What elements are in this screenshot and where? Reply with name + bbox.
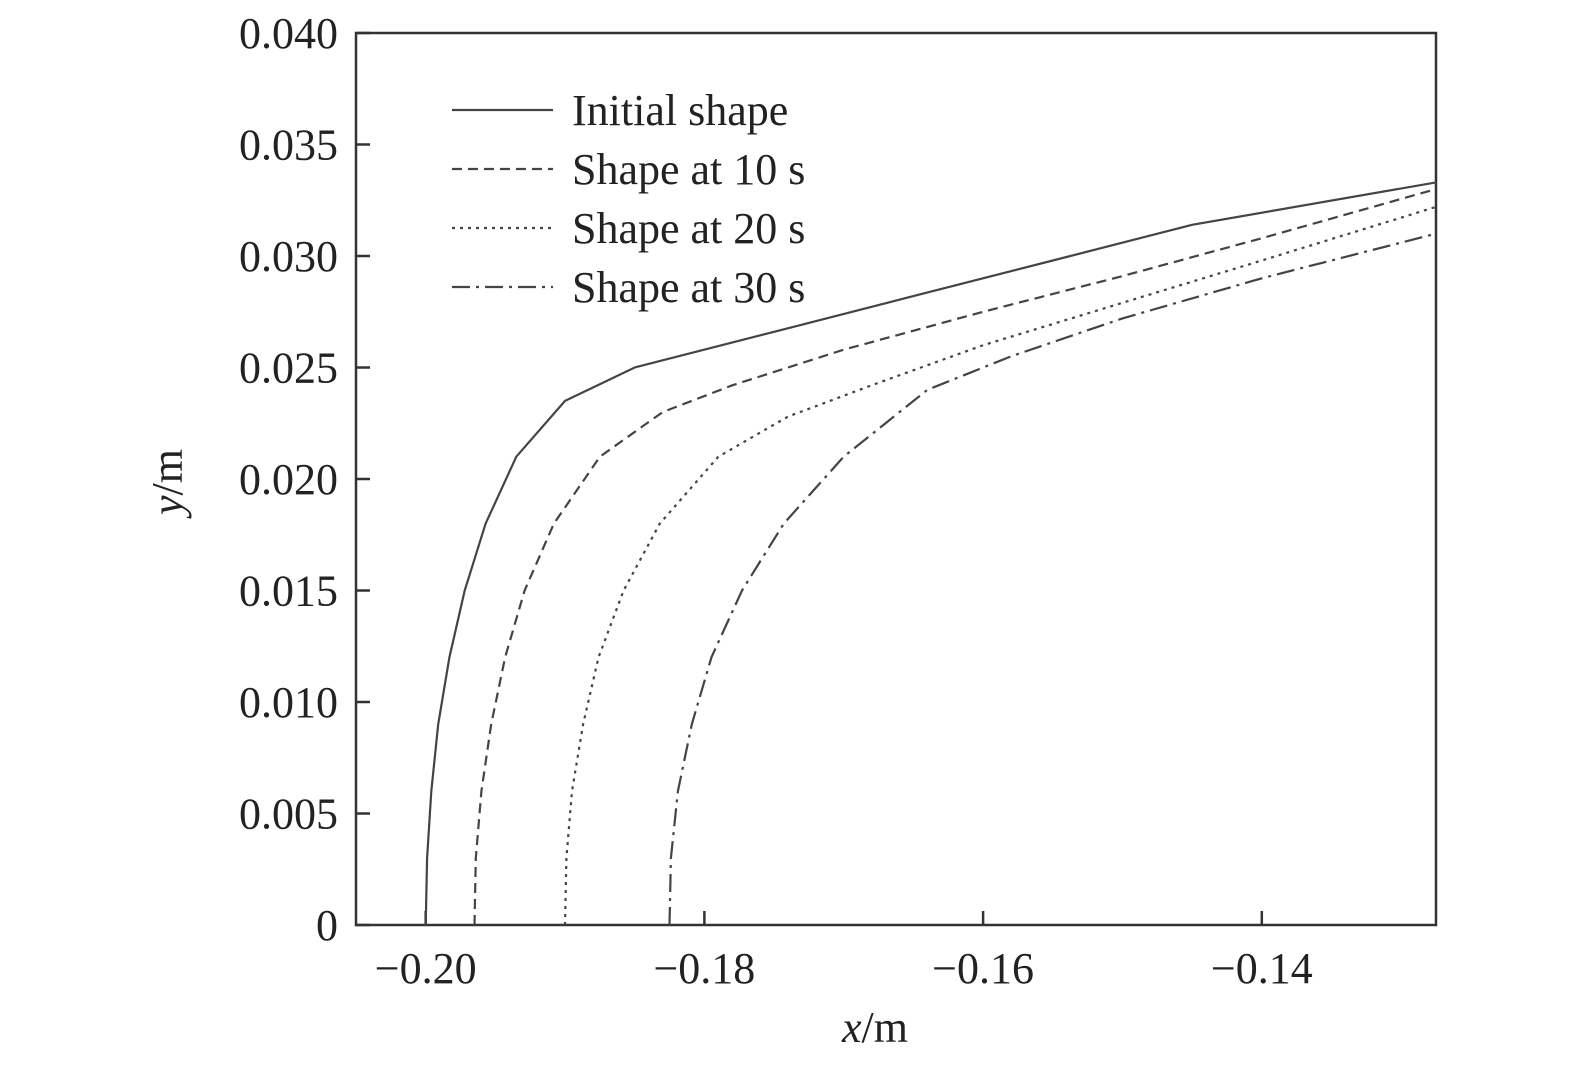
x-tick-label: −0.16 [932,944,1034,993]
legend: Initial shape Shape at 10 s Shape at 20 s S… [452,86,805,312]
series-line-3 [563,205,1437,926]
y-tick-label: 0.020 [239,455,338,504]
x-axis-label-unit: /m [862,1003,908,1052]
series-lines [424,181,1437,926]
y-tick-label: 0.005 [239,790,338,839]
y-tick-label: 0 [316,901,338,950]
y-axis-label: y/m [143,449,192,519]
series-line-4 [668,232,1437,926]
x-tick-label: −0.18 [653,944,755,993]
y-tick-label: 0.030 [239,232,338,281]
y-axis-label-unit: /m [143,449,192,495]
y-tick-label: 0.040 [239,9,338,58]
y-tick-label: 0.010 [239,678,338,727]
legend-label: Initial shape [572,86,788,135]
series-line-1 [424,181,1437,926]
y-tick-label: 0.025 [239,344,338,393]
x-tick-label: −0.14 [1211,944,1313,993]
legend-label: Shape at 30 s [572,263,805,312]
y-tick-label: 0.035 [239,121,338,170]
y-axis: 0 0.005 0.010 0.015 0.020 0.025 0.030 0.035 0.04… [239,9,370,950]
plot-area-frame [354,31,1438,927]
legend-label: Shape at 20 s [572,204,805,253]
legend-label: Shape at 10 s [572,145,805,194]
x-axis-label: x/m [841,1003,908,1052]
y-axis-label-var: y [143,495,192,519]
y-tick-label: 0.015 [239,567,338,616]
x-axis-label-var: x [841,1003,862,1052]
x-tick-label: −0.20 [375,944,477,993]
x-axis: −0.20 −0.18 −0.16 −0.14 [375,911,1313,993]
